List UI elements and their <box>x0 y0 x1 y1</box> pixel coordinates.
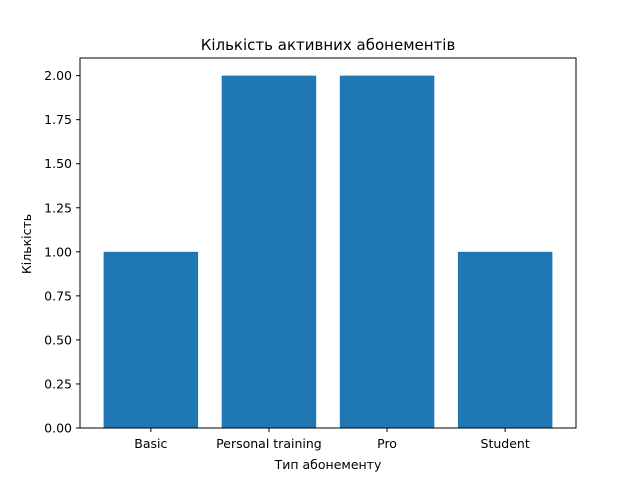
y-tick-label: 0.75 <box>44 288 72 303</box>
plot-frame <box>79 57 577 429</box>
x-tick-label: Basic <box>134 436 167 451</box>
y-tick-label: 1.25 <box>44 200 72 215</box>
bar-basic <box>103 251 199 428</box>
y-tick-label: 1.00 <box>44 244 72 259</box>
y-tick-label: 0.00 <box>44 421 72 436</box>
x-tick-label: Personal training <box>216 436 322 451</box>
y-tick-label: 2.00 <box>44 68 72 83</box>
y-axis-ticks: 0.00 0.25 0.50 0.75 1.00 1.25 1.50 1.75 2.00 <box>44 68 80 436</box>
y-tick-label: 1.75 <box>44 112 72 127</box>
y-axis-label: Кількість <box>19 214 34 274</box>
bar-pro <box>339 75 435 429</box>
y-tick-label: 0.50 <box>44 332 72 347</box>
y-tick-label: 0.25 <box>44 376 72 391</box>
x-tick-label: Pro <box>377 436 397 451</box>
bars-layer <box>103 75 553 429</box>
bar-student <box>457 251 553 428</box>
chart-title: Кількість активних абонементів <box>201 36 456 54</box>
x-axis-label: Тип абонементу <box>274 457 382 472</box>
x-tick-label: Student <box>481 436 530 451</box>
y-tick-label: 1.50 <box>44 156 72 171</box>
bar-personal-training <box>221 75 317 429</box>
x-axis-ticks: Basic Personal training Pro Student <box>134 428 530 451</box>
